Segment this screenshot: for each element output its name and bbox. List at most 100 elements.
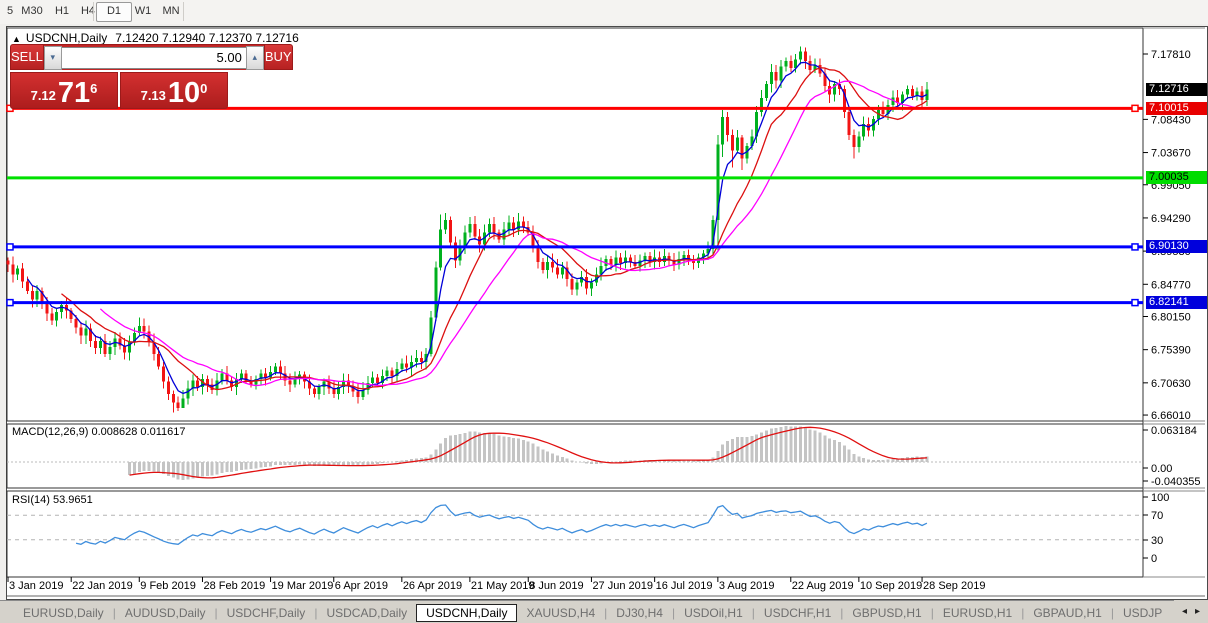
candle-body: [638, 260, 642, 266]
candle-body: [794, 59, 798, 69]
candle-body: [142, 325, 146, 332]
candle-body: [21, 268, 25, 282]
tab-separator: |: [314, 605, 318, 620]
symbol-tab-audusd-daily[interactable]: AUDUSD,Daily: [124, 605, 206, 620]
hline-handle[interactable]: [1131, 298, 1139, 307]
candle-body: [50, 313, 54, 321]
candle-body: [721, 116, 725, 145]
candle-body: [376, 377, 380, 384]
candle-body: [672, 260, 676, 265]
candle-body: [132, 332, 136, 342]
timeframe-button-m30[interactable]: M30: [21, 5, 43, 17]
symbol-tab-usdchf-h1[interactable]: USDCHF,H1: [763, 605, 832, 620]
symbol-tab-usdchf-daily[interactable]: USDCHF,Daily: [226, 605, 306, 620]
tab-separator: |: [604, 605, 608, 620]
hline-handle[interactable]: [1131, 243, 1139, 251]
price-tick-label: 6.84770: [1151, 279, 1191, 291]
candle-body: [69, 310, 73, 319]
candle-body: [166, 381, 170, 395]
candle-body: [847, 111, 851, 135]
rsi-axis-label: 100: [1151, 492, 1169, 504]
volume-decrease-button[interactable]: ▾: [43, 45, 62, 70]
timeframe-button-mn[interactable]: MN: [162, 5, 180, 17]
candle-body: [84, 328, 88, 336]
candle-body: [546, 261, 550, 271]
candle-body: [405, 363, 409, 368]
candle-body: [667, 256, 671, 261]
candle-body: [492, 224, 496, 233]
rsi-axis-label: 30: [1151, 535, 1163, 547]
hline-handle[interactable]: [6, 243, 14, 251]
price-tick-label: 7.17810: [1151, 49, 1191, 61]
candle-body: [487, 224, 491, 233]
candle-body: [813, 65, 817, 71]
tab-scroll-controls: ◂ ▸: [1173, 600, 1208, 623]
candle-body: [235, 378, 239, 388]
scroll-tabs-right-icon[interactable]: ▸: [1194, 606, 1200, 617]
symbol-tab-eurusd-h1[interactable]: EURUSD,H1: [942, 605, 1013, 620]
candle-body: [609, 258, 613, 265]
timeframe-button-h4[interactable]: H4: [80, 5, 96, 17]
candle-body: [439, 229, 443, 268]
sell-button[interactable]: SELL: [10, 44, 44, 70]
hline-handle[interactable]: [6, 298, 14, 307]
candle-body: [599, 265, 603, 275]
date-tick-label: 8 Jun 2019: [529, 580, 583, 592]
sell-price-button[interactable]: 7.12 71 6: [10, 72, 118, 109]
scroll-tabs-left-icon[interactable]: ◂: [1181, 606, 1187, 617]
price-tick-label: 6.70630: [1151, 378, 1191, 390]
volume-input[interactable]: [61, 46, 246, 69]
volume-increase-button[interactable]: ▴: [245, 45, 264, 70]
symbol-tab-usdjp[interactable]: USDJP: [1122, 605, 1163, 620]
symbol-tab-gbpaud-h1[interactable]: GBPAUD,H1: [1033, 605, 1102, 620]
buy-button[interactable]: BUY: [263, 44, 293, 70]
timeframe-button-h1[interactable]: H1: [54, 5, 70, 17]
candle-body: [580, 277, 584, 283]
candle-body: [774, 72, 778, 81]
symbol-tab-usdcad-daily[interactable]: USDCAD,Daily: [326, 605, 408, 620]
date-tick-label: 19 Mar 2019: [272, 580, 334, 592]
timeframe-button-5[interactable]: 5: [6, 5, 14, 17]
buy-price-button[interactable]: 7.13 10 0: [120, 72, 228, 109]
symbol-tab-eurusd-daily[interactable]: EURUSD,Daily: [23, 605, 104, 620]
price-tick-label: 7.03670: [1151, 148, 1191, 160]
candle-body: [307, 381, 311, 389]
symbol-tab-gbpusd-h1[interactable]: GBPUSD,H1: [852, 605, 922, 620]
date-tick-label: 10 Sep 2019: [860, 580, 922, 592]
candle-body: [589, 282, 593, 289]
symbol-tab-usdoil-h1[interactable]: USDOil,H1: [684, 605, 743, 620]
candle-body: [468, 224, 472, 233]
chart-title-row: ▲ USDCNH,Daily 7.12420 7.12940 7.12370 7.1…: [12, 31, 299, 45]
candle-body: [288, 380, 292, 385]
candle-body: [891, 97, 895, 105]
candle-body: [351, 385, 355, 392]
sell-price-base: 7.12: [30, 88, 56, 103]
candle-body: [79, 327, 83, 336]
hline-handle[interactable]: [1131, 104, 1139, 113]
price-tick-label: 7.08430: [1151, 114, 1191, 126]
candle-body: [687, 254, 691, 259]
macd-signal-line: [129, 426, 927, 479]
symbol-tab-usdcnh-daily[interactable]: USDCNH,Daily: [416, 603, 518, 622]
rsi-axis-label: 0: [1151, 553, 1157, 565]
candle-body: [560, 267, 564, 275]
candle-body: [789, 61, 793, 69]
candle-body: [273, 366, 277, 372]
price-tick-label: 6.80150: [1151, 311, 1191, 323]
candle-body: [317, 387, 321, 395]
timeframe-button-w1[interactable]: W1: [134, 5, 152, 17]
candle-body: [414, 357, 418, 363]
candle-body: [361, 390, 365, 397]
rsi-line: [75, 504, 928, 545]
candle-body: [230, 380, 234, 388]
collapse-panel-icon[interactable]: ▲: [12, 34, 21, 44]
symbol-tab-xauusd-h4[interactable]: XAUUSD,H4: [526, 605, 596, 620]
candle-body: [337, 387, 341, 395]
hline-price-badge: 7.00035: [1146, 171, 1207, 185]
candle-body: [191, 380, 195, 389]
price-tick-label: 6.66010: [1151, 410, 1191, 422]
symbol-tab-dj30-h4[interactable]: DJ30,H4: [616, 605, 663, 620]
timeframe-button-d1[interactable]: D1: [96, 2, 132, 22]
candle-body: [254, 378, 258, 385]
candle-body: [507, 222, 511, 230]
